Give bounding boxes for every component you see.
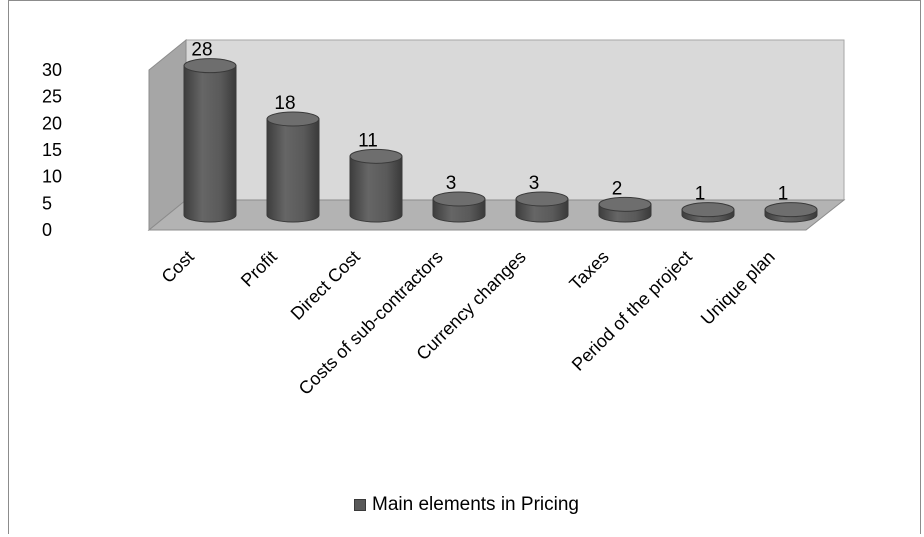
bar <box>681 202 735 223</box>
legend-swatch <box>354 499 366 511</box>
bar <box>432 191 486 223</box>
legend-label: Main elements in Pricing <box>372 494 579 515</box>
data-label: 1 <box>778 184 789 205</box>
data-label: 1 <box>695 184 706 205</box>
y-tick-label: 25 <box>42 87 62 107</box>
y-tick-label: 20 <box>42 113 62 133</box>
bar-body <box>349 155 403 223</box>
bar <box>764 202 818 223</box>
x-tick-label: Taxes <box>565 247 612 294</box>
data-label: 18 <box>274 93 295 114</box>
y-tick-label: 10 <box>42 167 62 187</box>
bar-top <box>266 111 320 127</box>
data-label: 2 <box>612 178 623 199</box>
bar-top <box>515 191 569 207</box>
data-label: 11 <box>358 130 378 151</box>
chart-frame <box>8 0 921 534</box>
x-tick-label: Costs of sub-contractors <box>295 247 447 399</box>
bar-body <box>266 118 320 223</box>
bar-top <box>183 58 237 74</box>
y-tick-label: 5 <box>42 193 52 213</box>
side-wall <box>148 38 187 232</box>
bar-top <box>432 191 486 207</box>
legend: Main elements in Pricing <box>354 494 579 516</box>
bar-top <box>349 148 403 164</box>
bar-top <box>681 202 735 218</box>
bar-body <box>183 65 237 223</box>
floor <box>147 199 846 231</box>
bar <box>183 58 237 223</box>
y-tick-label: 15 <box>42 140 62 160</box>
bar-top <box>598 196 652 212</box>
x-tick-label: Direct Cost <box>287 247 364 324</box>
data-label: 28 <box>191 40 212 61</box>
y-tick-label: 30 <box>42 60 62 80</box>
y-tick-label: 0 <box>42 220 52 240</box>
data-label: 3 <box>529 173 540 194</box>
bar-top <box>764 202 818 218</box>
bar <box>266 111 320 223</box>
data-label: 3 <box>446 173 457 194</box>
bar <box>349 148 403 223</box>
bar <box>515 191 569 223</box>
x-tick-label: Cost <box>158 247 198 287</box>
x-tick-label: Unique plan <box>697 247 779 329</box>
bar <box>598 196 652 223</box>
x-tick-label: Profit <box>237 247 281 291</box>
